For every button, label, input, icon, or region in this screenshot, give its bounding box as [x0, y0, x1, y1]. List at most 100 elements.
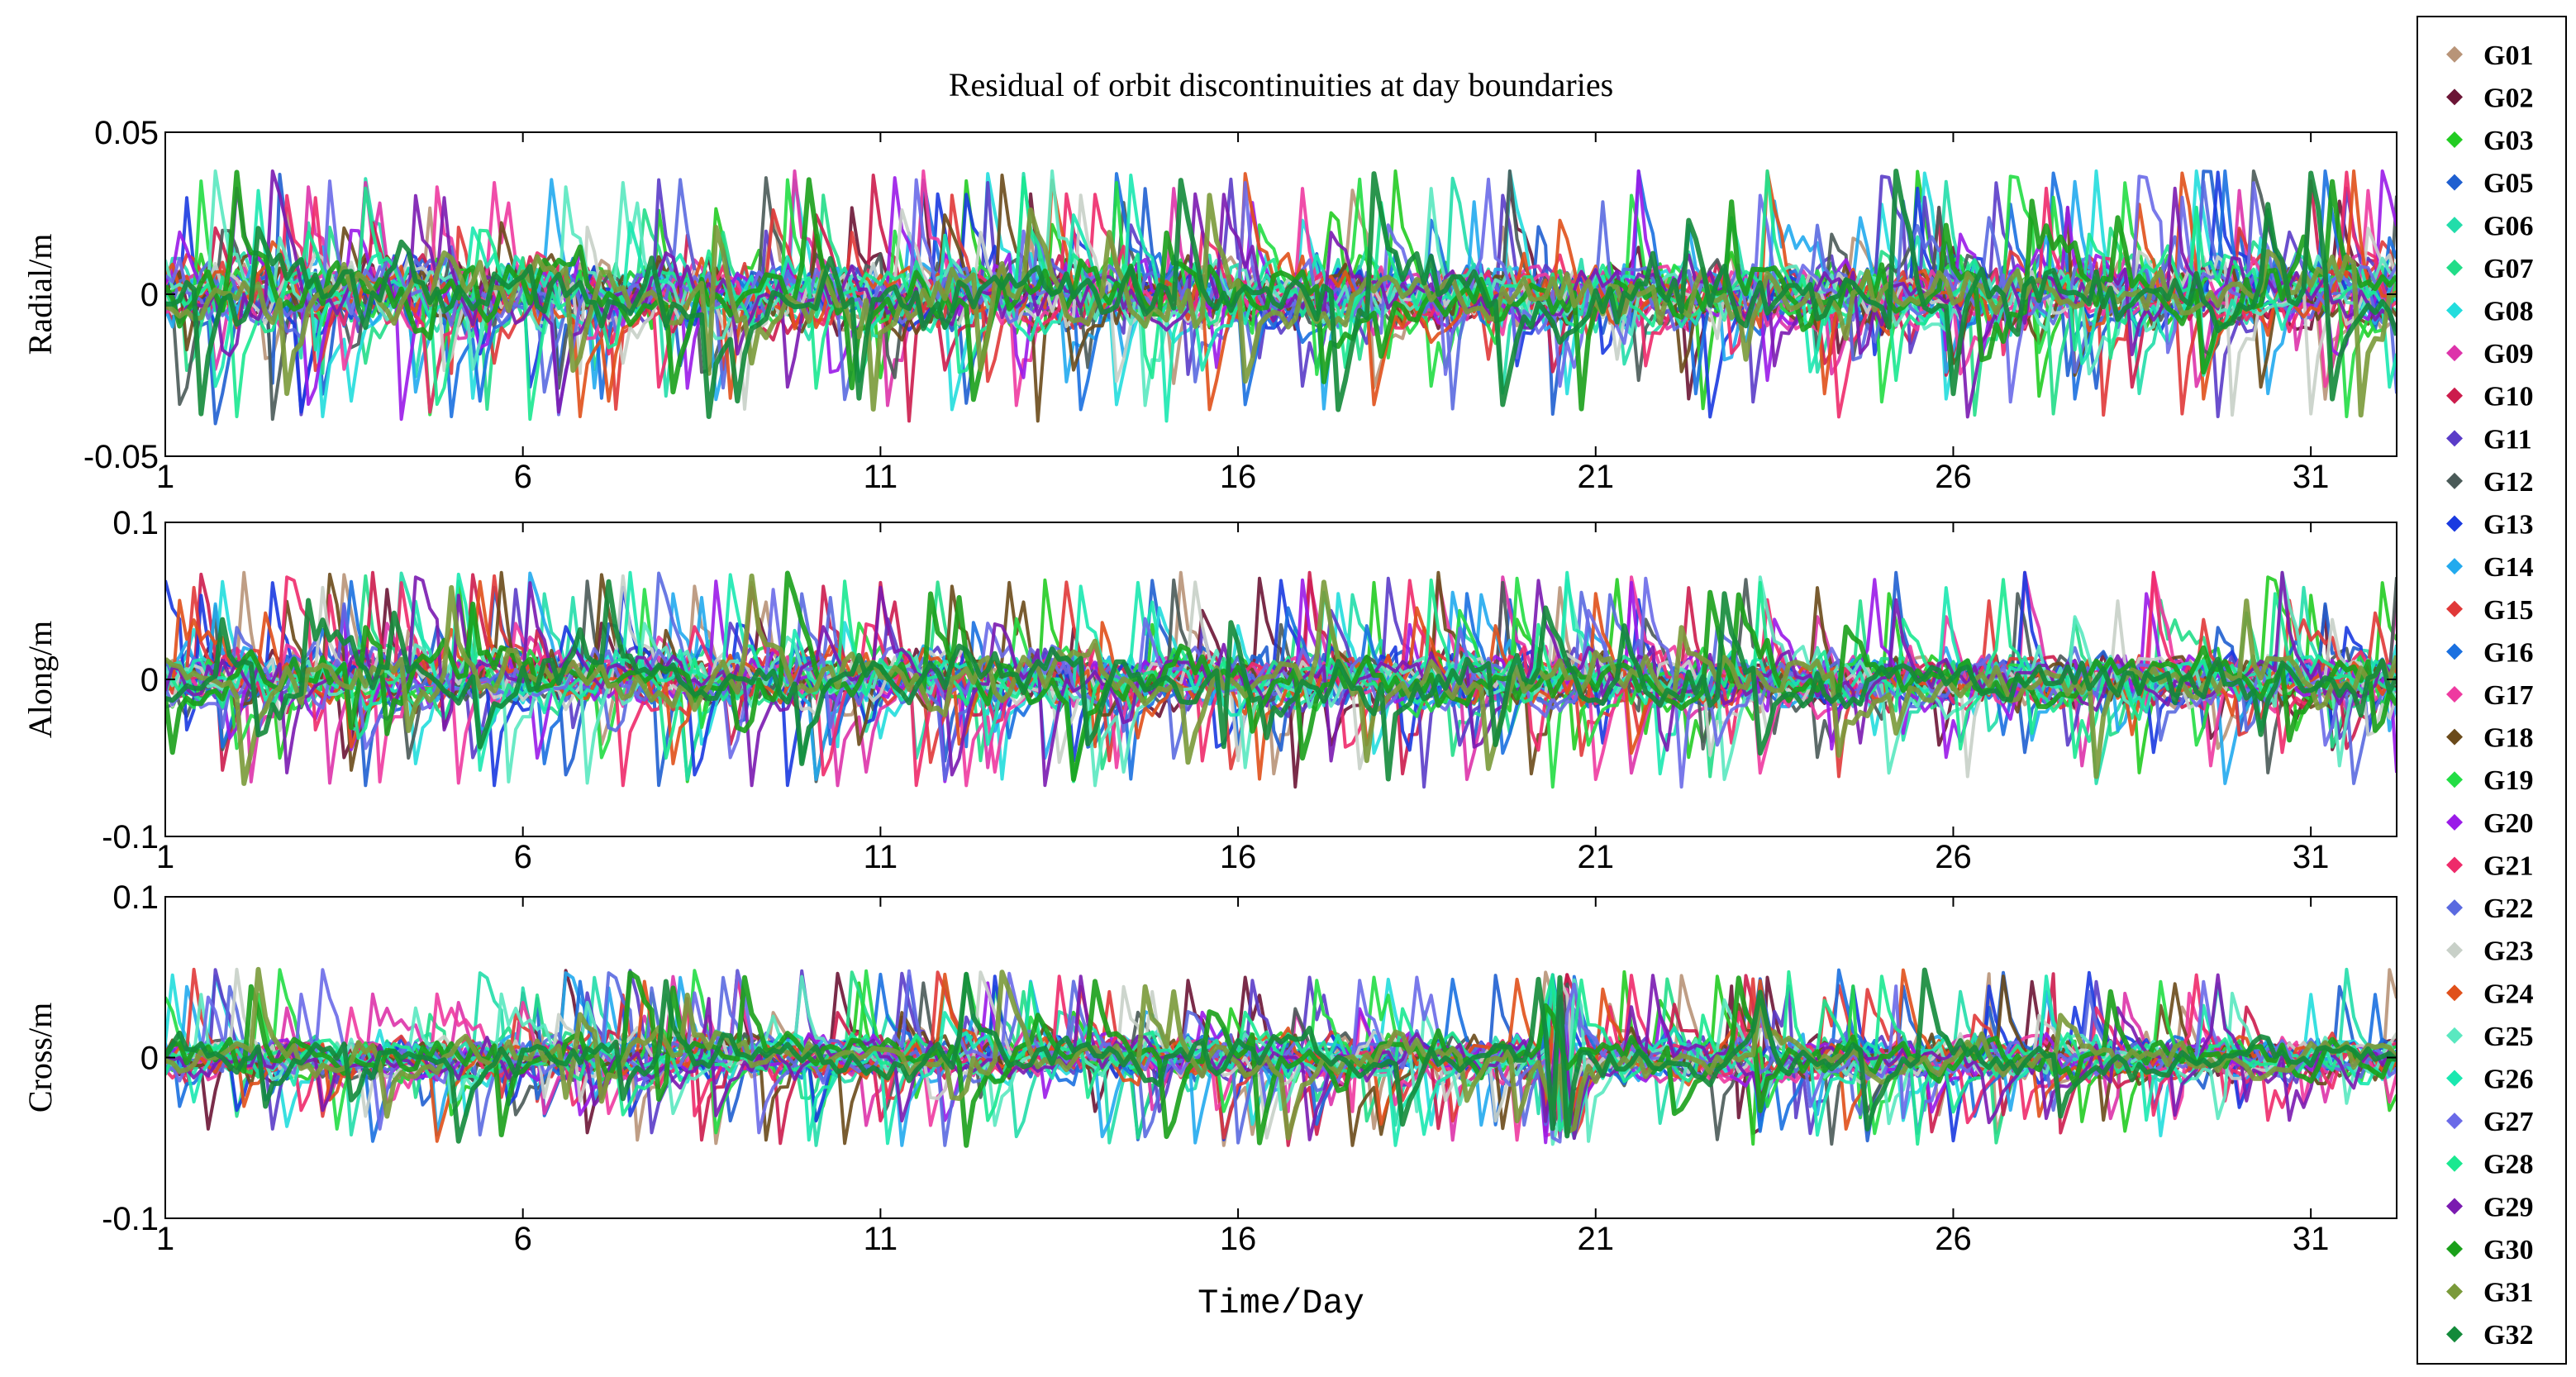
- x-tick-label: 6: [514, 839, 532, 875]
- x-tick-label: 6: [514, 459, 532, 495]
- legend-marker: [2446, 899, 2463, 917]
- legend-label: G32: [2483, 1320, 2533, 1351]
- y-tick-label: 0.1: [112, 505, 159, 541]
- legend-marker: [2446, 1326, 2463, 1343]
- legend-label: G12: [2483, 467, 2533, 498]
- legend-marker: [2446, 1113, 2463, 1130]
- legend-label: G26: [2483, 1065, 2533, 1095]
- x-tick-label: 26: [1935, 1221, 1972, 1257]
- legend-marker: [2446, 686, 2463, 703]
- legend-label: G19: [2483, 765, 2533, 796]
- legend-label: G13: [2483, 510, 2533, 541]
- legend-label: G02: [2483, 83, 2533, 113]
- x-tick-label: 31: [2293, 1221, 2330, 1257]
- legend-label: G15: [2483, 595, 2533, 626]
- y-tick-label: 0: [140, 277, 159, 313]
- legend-label: G10: [2483, 382, 2533, 412]
- legend-marker: [2446, 813, 2463, 831]
- legend-marker: [2446, 856, 2463, 874]
- x-axis-title: Time/Day: [1198, 1284, 1364, 1323]
- y-tick-label: 0: [140, 1041, 159, 1077]
- legend-label: G23: [2483, 936, 2533, 967]
- x-tick-label: 16: [1220, 459, 1257, 495]
- legend-marker: [2446, 88, 2463, 106]
- legend-marker: [2446, 771, 2463, 789]
- x-tick-label: 11: [864, 1221, 898, 1257]
- legend-marker: [2446, 1198, 2463, 1215]
- x-tick-label: 11: [864, 459, 898, 495]
- legend-marker: [2446, 345, 2463, 362]
- x-tick-label: 16: [1220, 1221, 1257, 1257]
- x-tick-label: 26: [1935, 839, 1972, 875]
- legend-marker: [2446, 472, 2463, 489]
- x-tick-label: 31: [2293, 459, 2330, 495]
- scatter-marks: [165, 966, 2397, 1148]
- legend-label: G16: [2483, 637, 2533, 668]
- series-G31: [165, 966, 2397, 1141]
- legend-marker: [2446, 302, 2463, 319]
- legend: G01 G02 G03 G05 G06 G07 G08 G09 G10 G11 G12 G13 G14 G…: [2416, 16, 2567, 1365]
- legend-marker: [2446, 1283, 2463, 1300]
- legend-label: G27: [2483, 1107, 2533, 1137]
- legend-label: G18: [2483, 723, 2533, 754]
- legend-label: G31: [2483, 1278, 2533, 1308]
- x-tick-label: 31: [2293, 839, 2330, 875]
- legend-marker: [2446, 217, 2463, 234]
- legend-marker: [2446, 515, 2463, 532]
- y-tick-label: -0.1: [102, 1201, 159, 1237]
- legend-marker: [2446, 174, 2463, 191]
- legend-marker: [2446, 45, 2463, 63]
- legend-marker: [2446, 941, 2463, 959]
- x-tick-label: 1: [156, 459, 174, 495]
- legend-box: [2416, 16, 2567, 1365]
- legend-label: G01: [2483, 40, 2533, 71]
- legend-marker: [2446, 1240, 2463, 1257]
- series-G29: [165, 570, 2397, 788]
- legend-label: G30: [2483, 1235, 2533, 1265]
- legend-marker: [2446, 259, 2463, 276]
- y-axis-title: Along/m: [21, 621, 59, 738]
- legend-label: G17: [2483, 680, 2533, 711]
- legend-label: G24: [2483, 979, 2533, 1009]
- legend-label: G29: [2483, 1192, 2533, 1222]
- legend-marker: [2446, 1155, 2463, 1172]
- y-tick-label: 0.05: [94, 115, 159, 151]
- legend-label: G05: [2483, 169, 2533, 199]
- legend-marker: [2446, 728, 2463, 746]
- legend-marker: [2446, 600, 2463, 617]
- legend-label: G20: [2483, 808, 2533, 839]
- legend-label: G28: [2483, 1150, 2533, 1180]
- legend-label: G22: [2483, 893, 2533, 924]
- x-tick-label: 21: [1578, 1221, 1615, 1257]
- legend-label: G09: [2483, 339, 2533, 369]
- y-axis-title: Cross/m: [21, 1003, 59, 1113]
- legend-label: G25: [2483, 1022, 2533, 1052]
- legend-label: G06: [2483, 211, 2533, 241]
- legend-marker: [2446, 643, 2463, 660]
- series-G30: [165, 169, 2397, 412]
- y-tick-label: 0: [140, 662, 159, 698]
- y-tick-label: -0.05: [83, 439, 159, 475]
- legend-label: G14: [2483, 552, 2533, 583]
- y-tick-label: -0.1: [102, 819, 159, 855]
- legend-marker: [2446, 1070, 2463, 1087]
- x-tick-label: 21: [1578, 839, 1615, 875]
- legend-marker: [2446, 1027, 2463, 1044]
- x-tick-label: 16: [1220, 839, 1257, 875]
- scatter-marks: [165, 570, 2397, 789]
- x-tick-label: 1: [156, 1221, 174, 1257]
- legend-label: G07: [2483, 254, 2533, 284]
- chart-title: Residual of orbit discontinuities at day…: [949, 66, 1613, 103]
- legend-label: G08: [2483, 296, 2533, 326]
- x-tick-label: 6: [514, 1221, 532, 1257]
- legend-label: G21: [2483, 850, 2533, 881]
- scatter-marks: [165, 169, 2397, 426]
- y-tick-label: 0.1: [112, 879, 159, 916]
- series-G32: [165, 169, 2397, 419]
- y-axis-title: Radial/m: [21, 234, 59, 355]
